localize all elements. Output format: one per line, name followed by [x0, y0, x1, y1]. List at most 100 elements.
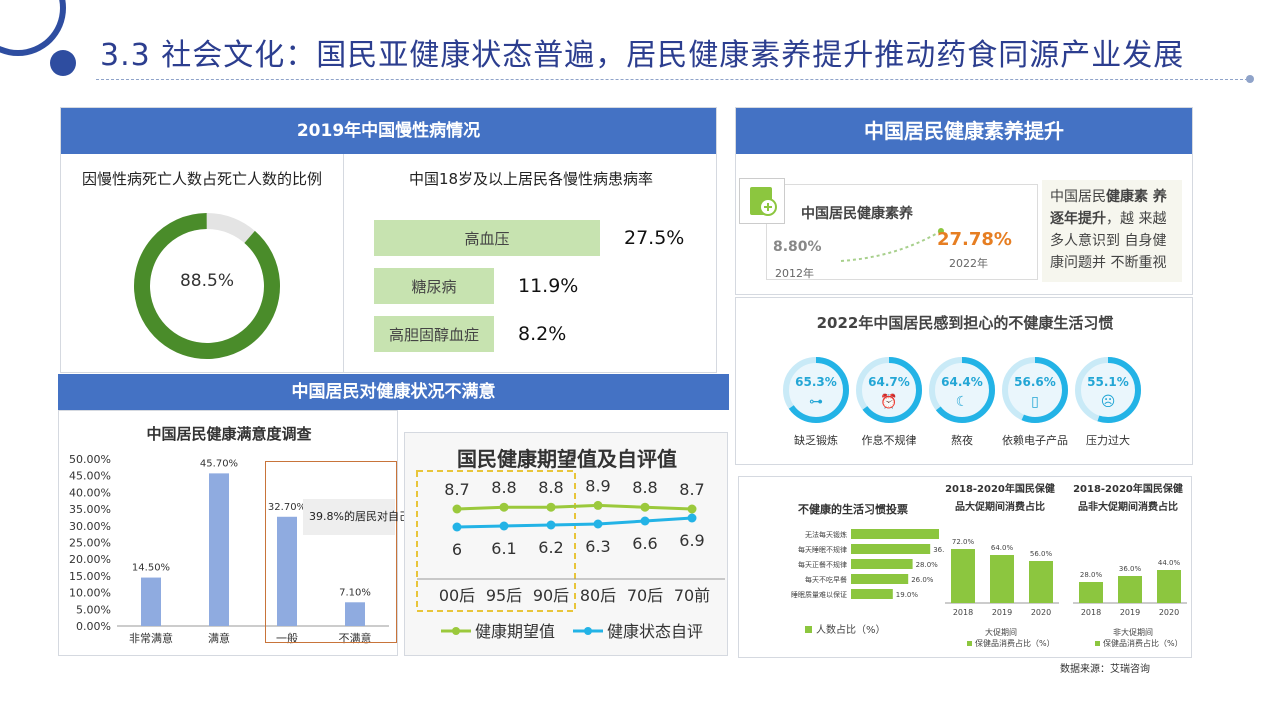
y-tick-label: 40.00% [69, 486, 111, 499]
x-tick-label: 95后 [486, 586, 522, 605]
data-label: 8.8 [538, 478, 563, 497]
x-tick-label: 满意 [208, 631, 230, 645]
promo-bar-chart: 72.0% 2018 64.0% 2019 56.0% 2020 [945, 538, 1059, 617]
ring-label: 依赖电子产品 [1002, 434, 1068, 447]
y-tick-label: 25.00% [69, 537, 111, 550]
data-point [546, 502, 556, 512]
vote-bar [851, 589, 893, 599]
decorative-arc [0, 0, 66, 56]
bar-value-label: 7.10% [339, 587, 371, 598]
title-divider [96, 79, 1248, 80]
column-value-label: 44.0% [1158, 559, 1181, 567]
x-tick-label: 非常满意 [129, 631, 173, 645]
expectation-line-chart: 8.7 8.8 8.8 8.9 8.8 8.7 6 6.1 6.2 6.3 6.6 6.9 00后 95后… [416, 470, 725, 641]
data-point [499, 521, 509, 531]
data-label: 8.8 [632, 478, 657, 497]
literacy-to-year: 2022年 [949, 257, 988, 270]
data-point [499, 502, 509, 512]
promo-legend-text: 保健品消费占比（%） [975, 639, 1055, 648]
title-divider-dot [1246, 75, 1254, 83]
ring-fill [783, 357, 849, 423]
votes-legend: 人数占比（%） [805, 621, 886, 636]
data-point [687, 504, 697, 514]
satisfaction-header: 中国居民对健康状况不满意 [58, 374, 729, 410]
y-tick-label: 50.00% [69, 453, 111, 466]
moon-icon: ☾ [956, 394, 969, 410]
data-point [593, 519, 603, 529]
literacy-card-title: 中国居民健康素养 [801, 206, 913, 222]
literacy-note-suffix: ，越 来越多人意识到 自身健康问题并 不断重视 [1050, 211, 1167, 271]
x-tick-label: 90后 [533, 586, 569, 605]
bar-value-label: 14.50% [132, 563, 170, 574]
y-tick-label: 5.00% [76, 603, 111, 616]
data-label: 8.9 [585, 476, 610, 495]
habit-ring: 65.3% ⊶ [783, 357, 849, 423]
satisfaction-bar [141, 577, 161, 626]
habit-item: 64.4% ☾ 熬夜 [922, 350, 1002, 460]
literacy-growth-arrow [840, 228, 944, 262]
literacy-to-value: 27.78% [937, 229, 1012, 250]
satisfaction-bar-chart: 0.00% 5.00% 10.00% 15.00% 20.00% 25.00% 30.00%… [69, 453, 389, 645]
highlight-box [416, 470, 576, 612]
vote-category-label: 睡眠质量难以保证 [791, 590, 847, 599]
data-label: 8.7 [444, 480, 469, 499]
legend-label: 健康状态自评 [607, 622, 703, 641]
column-value-label: 56.0% [1030, 550, 1053, 558]
vote-value-label: 19.0% [896, 591, 919, 599]
data-point [452, 522, 462, 532]
y-tick-label: 45.00% [69, 470, 111, 483]
votes-legend-text: 人数占比（%） [816, 625, 886, 636]
data-label: 6.3 [585, 537, 610, 556]
habit-ring: 64.7% ⏰ [856, 357, 922, 423]
dumbbell-icon: ⊶ [809, 394, 823, 410]
legend-swatch [967, 641, 972, 646]
death-ratio-caption: 因慢性病死亡人数占死亡人数的比例 [81, 170, 322, 188]
data-point [593, 500, 603, 510]
vote-bar [851, 529, 939, 539]
non-promo-bar-chart: 28.0% 2018 36.0% 2019 44.0% 2020 [1073, 559, 1187, 617]
y-tick-label: 0.00% [76, 620, 111, 633]
ring-value: 64.7% [868, 375, 910, 389]
non-promo-legend: 保健品消费占比（%） [1095, 638, 1183, 649]
habit-item: 64.7% ⏰ 作息不规律 [849, 350, 929, 460]
alarm-clock-icon: ⏰ [880, 392, 897, 410]
literacy-note-emphasis: 健康素 养逐年提升 [1050, 189, 1167, 227]
chronic-disease-panel: 2019年中国慢性病情况 因慢性病死亡人数占死亡人数的比例 88.5% 中国18… [60, 107, 717, 373]
data-point [687, 513, 697, 523]
prevalence-row: 高血压 27.5% [374, 220, 684, 256]
vote-bar [851, 544, 931, 554]
y-tick-label: 20.00% [69, 553, 111, 566]
medical-document-icon [739, 178, 785, 224]
column-value-label: 64.0% [991, 544, 1014, 552]
habit-ring: 56.6% ▯ [1002, 357, 1068, 423]
ring-value: 55.1% [1087, 375, 1129, 389]
vote-category-label: 无法每天锻炼 [805, 530, 847, 539]
ring-fill [856, 357, 922, 423]
legend-label: 健康期望值 [475, 622, 555, 641]
habits-panel: 2022年中国居民感到担心的不健康生活习惯 65.3% ⊶ 缺乏锻炼 64.7% ⏰ 作息… [735, 297, 1193, 465]
ring-fill [929, 357, 995, 423]
data-label: 6.1 [491, 539, 516, 558]
column-bar [1157, 570, 1181, 603]
bar-value-label: 32.70% [268, 502, 306, 513]
data-label: 6.6 [632, 534, 657, 553]
ring-label: 作息不规律 [861, 434, 917, 447]
vote-category-label: 每天睡眠不规律 [798, 545, 847, 554]
ring-label: 压力过大 [1086, 434, 1130, 447]
stress-icon: ☹ [1101, 394, 1116, 410]
column-category-label: 2018 [953, 608, 973, 617]
data-label: 8.8 [491, 478, 516, 497]
legend-swatch [1095, 641, 1100, 646]
column-category-label: 2020 [1031, 608, 1051, 617]
column-category-label: 2019 [992, 608, 1012, 617]
data-label: 8.7 [679, 480, 704, 499]
prevalence-row: 糖尿病 11.9% [374, 268, 578, 304]
ring-value: 65.3% [795, 375, 837, 389]
satisfaction-chart-panel: 中国居民健康满意度调查 0.00% 5.00% 10.00% 15.00% 20.00%… [58, 410, 410, 656]
ring-value: 56.6% [1014, 375, 1056, 389]
y-tick-label: 35.00% [69, 503, 111, 516]
x-tick-label: 80后 [580, 586, 616, 605]
ring-fill [1002, 357, 1068, 423]
ring-fill [1075, 357, 1141, 423]
